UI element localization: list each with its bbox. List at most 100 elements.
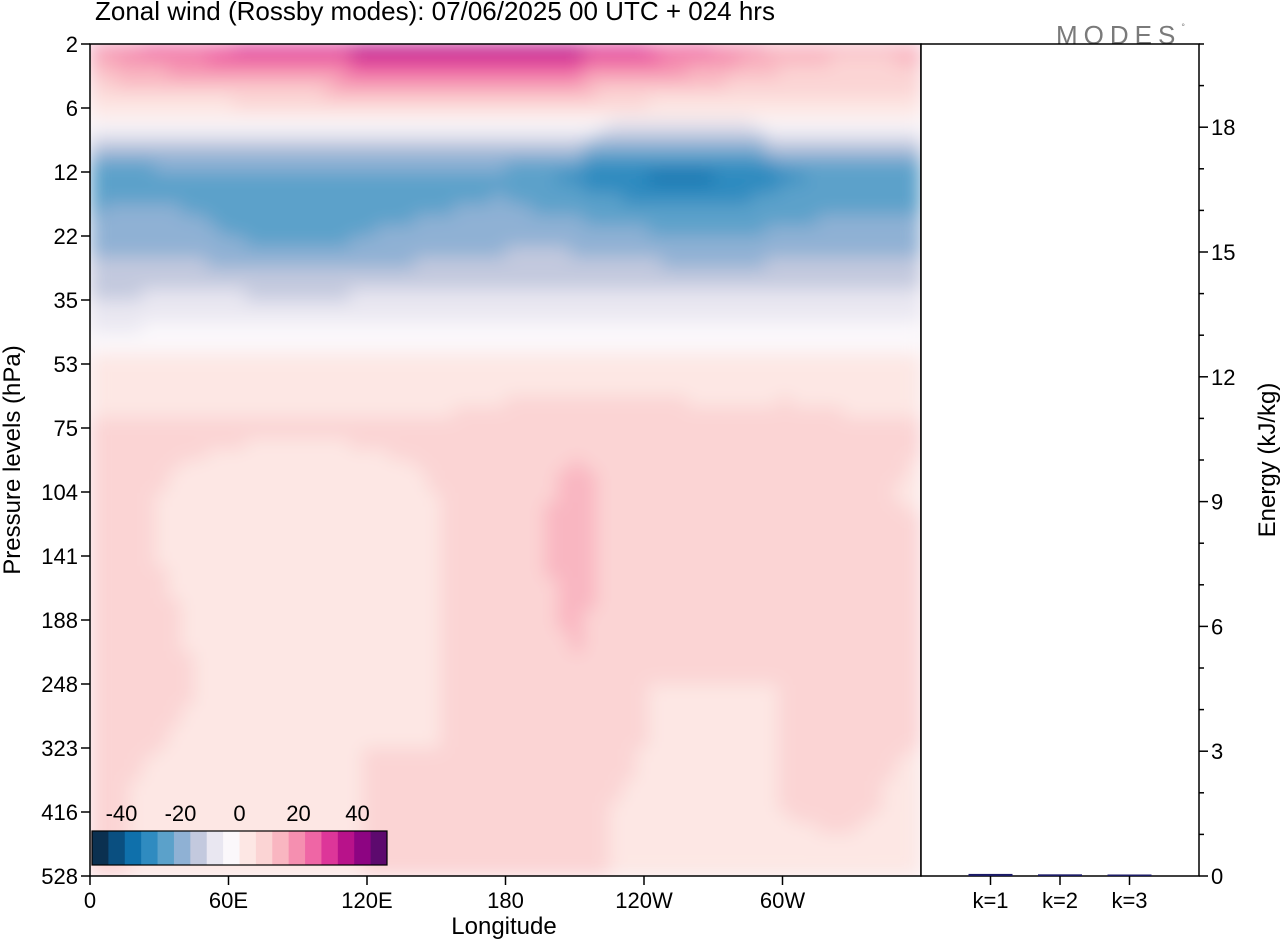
heatmap-cell xyxy=(232,118,247,131)
heatmap-cell xyxy=(609,54,624,67)
heatmap-cell xyxy=(375,577,390,589)
heatmap-cell xyxy=(206,652,221,664)
heatmap-cell xyxy=(700,641,715,653)
heatmap-cell xyxy=(687,129,702,141)
heatmap-cell xyxy=(817,620,831,632)
heatmap-cell xyxy=(622,97,637,109)
heatmap-cell xyxy=(349,769,364,781)
heatmap-cell xyxy=(882,620,896,632)
heatmap-cell xyxy=(557,716,572,728)
heatmap-cell xyxy=(245,321,260,333)
heatmap-cell xyxy=(362,556,377,568)
heatmap-cell xyxy=(609,214,624,227)
heatmap-cell xyxy=(232,438,247,451)
heatmap-cell xyxy=(908,236,921,248)
heatmap-cell xyxy=(323,257,338,269)
heatmap-cell xyxy=(492,278,507,291)
heatmap-cell xyxy=(687,801,702,813)
heatmap-cell xyxy=(778,641,792,653)
heatmap-cell xyxy=(596,278,611,291)
heatmap-cell xyxy=(362,449,377,461)
heatmap-cell xyxy=(583,129,598,141)
heatmap-cell xyxy=(232,662,247,675)
heatmap-cell xyxy=(739,44,753,56)
heatmap-cell xyxy=(869,321,883,333)
heatmap-cell xyxy=(882,374,896,387)
heatmap-cell xyxy=(908,854,921,867)
heatmap-cell xyxy=(219,652,234,664)
heatmap-cell xyxy=(713,737,728,749)
heatmap-cell xyxy=(427,812,442,824)
heatmap-cell xyxy=(479,108,494,120)
heatmap-cell xyxy=(297,385,312,397)
heatmap-cell xyxy=(427,86,442,99)
heatmap-cell xyxy=(895,150,909,163)
heatmap-cell xyxy=(609,641,624,653)
heatmap-cell xyxy=(258,524,273,536)
heatmap-cell xyxy=(167,257,182,269)
heatmap-cell xyxy=(115,449,130,461)
heatmap-cell xyxy=(115,76,130,88)
heatmap-cell xyxy=(817,641,831,653)
heatmap-cell xyxy=(726,417,741,429)
heatmap-cell xyxy=(206,556,221,568)
heatmap-cell xyxy=(453,321,468,333)
heatmap-cell xyxy=(115,481,130,493)
heatmap-cell xyxy=(401,150,416,163)
heatmap-cell xyxy=(258,342,273,355)
heatmap-cell xyxy=(674,374,689,387)
heatmap-cell xyxy=(258,577,273,589)
heatmap-cell xyxy=(882,598,896,611)
heatmap-cell xyxy=(414,140,429,152)
heatmap-cell xyxy=(440,438,455,451)
heatmap-cell xyxy=(817,214,831,227)
heatmap-cell xyxy=(466,812,481,824)
heatmap-cell xyxy=(401,748,416,760)
heatmap-cell xyxy=(817,428,831,440)
heatmap-cell xyxy=(596,353,611,365)
heatmap-cell xyxy=(258,406,273,419)
heatmap-cell xyxy=(596,726,611,739)
heatmap-cell xyxy=(869,246,883,259)
heatmap-cell xyxy=(843,865,857,876)
heatmap-cell xyxy=(219,225,234,237)
heatmap-cell xyxy=(154,748,169,760)
heatmap-cell xyxy=(414,822,429,835)
heatmap-cell xyxy=(505,65,520,77)
heatmap-cell xyxy=(440,812,455,824)
heatmap-cell xyxy=(843,748,857,760)
heatmap-cell xyxy=(609,566,624,579)
heatmap-cell xyxy=(804,385,818,397)
heatmap-cell xyxy=(804,65,818,77)
heatmap-cell xyxy=(687,865,702,876)
heatmap-cell xyxy=(102,65,117,77)
heatmap-cell xyxy=(284,502,299,515)
heatmap-cell xyxy=(167,172,182,184)
heatmap-cell xyxy=(765,694,779,707)
heatmap-cell xyxy=(193,502,208,515)
heatmap-cell xyxy=(778,577,792,589)
heatmap-cell xyxy=(401,822,416,835)
heatmap-cell xyxy=(505,374,520,387)
heatmap-cell xyxy=(700,460,715,472)
heatmap-cell xyxy=(570,118,585,131)
heatmap-cell xyxy=(596,140,611,152)
heatmap-cell xyxy=(440,662,455,675)
heatmap-cell xyxy=(609,353,624,365)
heatmap-cell xyxy=(258,705,273,717)
heatmap-cell xyxy=(219,684,234,696)
heatmap-cell xyxy=(505,310,520,323)
heatmap-cell xyxy=(726,822,741,835)
heatmap-cell xyxy=(505,129,520,141)
heatmap-cell xyxy=(635,524,650,536)
heatmap-cell xyxy=(90,150,104,163)
heatmap-cell xyxy=(882,225,896,237)
heatmap-cell xyxy=(479,300,494,312)
heatmap-cell xyxy=(609,374,624,387)
heatmap-cell xyxy=(375,609,390,621)
heatmap-cell xyxy=(193,822,208,835)
heatmap-cell xyxy=(518,268,533,280)
heatmap-cell xyxy=(739,588,753,600)
heatmap-cell xyxy=(284,86,299,99)
heatmap-cell xyxy=(115,321,130,333)
